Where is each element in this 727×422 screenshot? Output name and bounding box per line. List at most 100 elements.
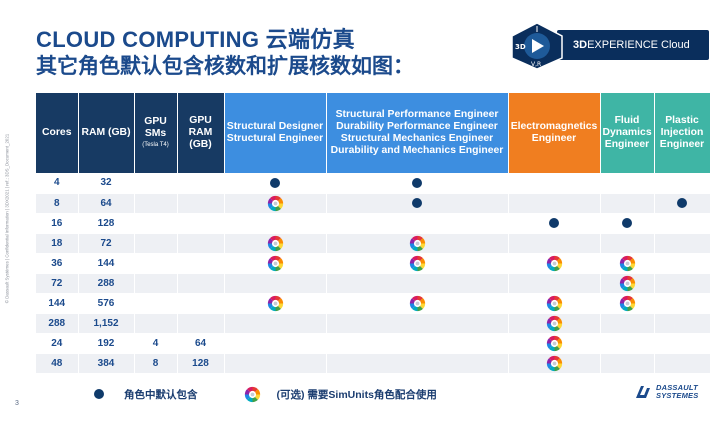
table-row: 4 32 <box>36 173 711 194</box>
cell-ram: 1,152 <box>78 313 135 334</box>
header-gpu-sms: GPU SMs (Tesla T4) <box>134 93 178 173</box>
cell-electromagnetics <box>508 293 601 314</box>
cell-structural-designer <box>224 213 327 234</box>
cell-plastic-injection <box>654 213 711 234</box>
cell-cores: 48 <box>36 353 79 374</box>
included-dot-icon <box>549 217 559 228</box>
cell-plastic-injection <box>654 293 711 314</box>
simunits-wheel-icon <box>546 295 562 311</box>
cell-structural-performance <box>326 193 509 214</box>
table-header-row: Cores RAM (GB) GPU SMs (Tesla T4) GPU RAM… <box>36 93 711 173</box>
cell-ram: 288 <box>78 273 135 294</box>
cell-structural-performance <box>326 333 509 354</box>
table-row: 36 144 <box>36 253 711 274</box>
cell-fluid-dynamics <box>600 353 655 374</box>
cell-cores: 24 <box>36 333 79 354</box>
cell-electromagnetics <box>508 253 601 274</box>
header-fluid-dynamics: Fluid Dynamics Engineer <box>600 93 655 173</box>
cell-structural-designer <box>224 233 327 254</box>
cell-structural-designer <box>224 293 327 314</box>
cell-structural-designer <box>224 173 327 194</box>
cell-gpu-ram <box>177 173 225 194</box>
cell-ram: 144 <box>78 253 135 274</box>
cell-cores: 72 <box>36 273 79 294</box>
cell-ram: 64 <box>78 193 135 214</box>
cell-fluid-dynamics <box>600 193 655 214</box>
cell-fluid-dynamics <box>600 293 655 314</box>
cell-structural-designer <box>224 193 327 214</box>
cell-plastic-injection <box>654 273 711 294</box>
cell-cores: 288 <box>36 313 79 334</box>
cell-gpu-ram <box>177 313 225 334</box>
cell-gpu-ram <box>177 293 225 314</box>
simunits-wheel-icon <box>619 255 635 271</box>
table-row: 24 192 4 64 <box>36 333 711 354</box>
cell-gpu-sms <box>134 293 178 314</box>
cell-gpu-ram <box>177 233 225 254</box>
header-electromagnetics: Electromagnetics Engineer <box>508 93 601 173</box>
legend-wheel-icon <box>244 386 260 402</box>
3dexperience-cloud-banner: 3DEXPERIENCE Cloud <box>557 30 709 60</box>
table-row: 16 128 <box>36 213 711 234</box>
cell-electromagnetics <box>508 313 601 334</box>
cell-structural-performance <box>326 233 509 254</box>
simunits-wheel-icon <box>409 235 425 251</box>
simunits-wheel-icon <box>546 355 562 371</box>
cell-plastic-injection <box>654 333 711 354</box>
simunits-wheel-icon <box>267 255 283 271</box>
cell-fluid-dynamics <box>600 333 655 354</box>
legend-dot-label: 角色中默认包含 <box>124 388 198 401</box>
cell-electromagnetics <box>508 333 601 354</box>
header-plastic-injection: Plastic Injection Engineer <box>654 93 711 173</box>
3dexperience-compass-icon: 3D V,R <box>511 22 563 70</box>
badge-text-vr: V,R <box>531 61 541 68</box>
ds-logo-icon <box>636 386 650 398</box>
table-row: 144 576 <box>36 293 711 314</box>
header-structural-performance: Structural Performance Engineer Durabili… <box>326 93 509 173</box>
cell-fluid-dynamics <box>600 313 655 334</box>
header-cores: Cores <box>36 93 79 173</box>
cell-electromagnetics <box>508 353 601 374</box>
cell-structural-designer <box>224 253 327 274</box>
table-row: 8 64 <box>36 193 711 214</box>
cell-gpu-sms <box>134 313 178 334</box>
slide-title: CLOUD COMPUTING 云端仿真 其它角色默认包含核数和扩展核数如图： <box>36 26 414 80</box>
cell-ram: 72 <box>78 233 135 254</box>
cell-cores: 144 <box>36 293 79 314</box>
title-line-1: CLOUD COMPUTING 云端仿真 <box>36 27 355 52</box>
included-dot-icon <box>622 217 632 228</box>
table-row: 48 384 8 128 <box>36 353 711 374</box>
cell-ram: 192 <box>78 333 135 354</box>
simunits-wheel-icon <box>267 295 283 311</box>
logo-line-1: DASSAULT <box>656 383 698 392</box>
cell-cores: 4 <box>36 173 79 194</box>
cell-plastic-injection <box>654 193 711 214</box>
header-ram: RAM (GB) <box>78 93 135 173</box>
simunits-wheel-icon <box>546 315 562 331</box>
table-row: 18 72 <box>36 233 711 254</box>
title-line-2: 其它角色默认包含核数和扩展核数如图： <box>36 55 414 78</box>
core-ram-table: Cores RAM (GB) GPU SMs (Tesla T4) GPU RAM… <box>36 93 711 374</box>
header-structural-designer: Structural Designer Structural Engineer <box>224 93 327 173</box>
cell-structural-designer <box>224 313 327 334</box>
cell-cores: 8 <box>36 193 79 214</box>
cell-gpu-ram <box>177 273 225 294</box>
table-row: 288 1,152 <box>36 313 711 334</box>
cell-ram: 576 <box>78 293 135 314</box>
confidential-side-note: © Dassault Systèmes | Confidential Infor… <box>4 133 10 304</box>
cell-electromagnetics <box>508 213 601 234</box>
included-dot-icon <box>677 197 687 208</box>
cell-structural-designer <box>224 353 327 374</box>
cell-structural-performance <box>326 273 509 294</box>
table-row: 72 288 <box>36 273 711 294</box>
simunits-wheel-icon <box>267 235 283 251</box>
cell-plastic-injection <box>654 313 711 334</box>
cell-plastic-injection <box>654 353 711 374</box>
cell-structural-designer <box>224 273 327 294</box>
cell-cores: 36 <box>36 253 79 274</box>
cell-ram: 32 <box>78 173 135 194</box>
cell-fluid-dynamics <box>600 273 655 294</box>
cell-gpu-sms <box>134 173 178 194</box>
cell-cores: 18 <box>36 233 79 254</box>
cell-electromagnetics <box>508 193 601 214</box>
